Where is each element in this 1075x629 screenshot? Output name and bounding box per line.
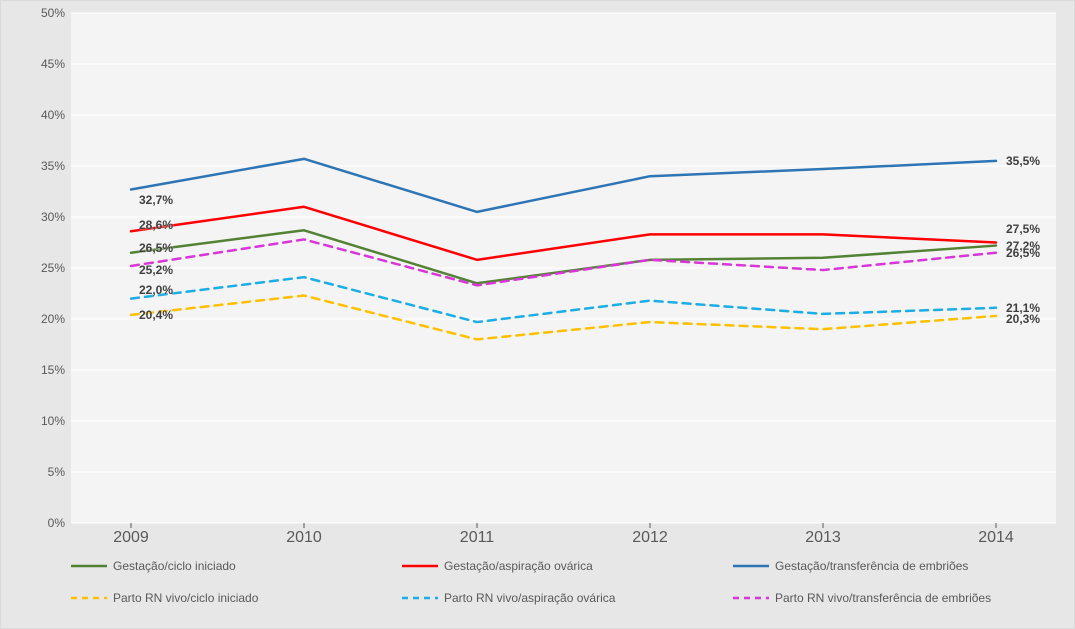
plot-area: 0%5%10%15%20%25%30%35%40%45%50% 20092010…: [71, 13, 1056, 523]
legend-swatch: [402, 560, 438, 572]
data-label-left-parto_asp: 22,0%: [139, 283, 173, 297]
series-line-gest_transf: [131, 159, 996, 212]
x-tick-label: 2011: [460, 529, 494, 547]
series-line-gest_ciclo: [131, 230, 996, 283]
y-tick-label: 45%: [41, 57, 65, 71]
x-tick-label: 2013: [805, 529, 841, 547]
chart-legend: Gestação/ciclo iniciado Gestação/aspiraçã…: [71, 559, 1054, 605]
legend-label: Parto RN vivo/transferência de embriões: [775, 591, 991, 605]
x-tick-label: 2014: [978, 529, 1014, 547]
chart-svg: [71, 13, 1056, 523]
legend-label: Gestação/aspiração ovárica: [444, 559, 593, 573]
y-tick-label: 10%: [41, 414, 65, 428]
legend-swatch: [733, 592, 769, 604]
y-tick-label: 0%: [48, 516, 65, 530]
y-tick-label: 40%: [41, 108, 65, 122]
data-label-right-parto_asp: 21,1%: [1006, 301, 1040, 315]
data-label-right-gest_transf: 35,5%: [1006, 154, 1040, 168]
data-label-left-parto_transf: 25,2%: [139, 263, 173, 277]
legend-swatch: [71, 592, 107, 604]
x-tick-label: 2010: [286, 529, 322, 547]
legend-item-gest_asp: Gestação/aspiração ovárica: [402, 559, 723, 573]
data-label-left-gest_asp: 28,6%: [139, 218, 173, 232]
legend-swatch: [71, 560, 107, 572]
y-tick-label: 35%: [41, 159, 65, 173]
data-label-right-gest_asp: 27,5%: [1006, 222, 1040, 236]
y-tick-label: 15%: [41, 363, 65, 377]
data-label-left-gest_ciclo: 26,5%: [139, 241, 173, 255]
legend-item-parto_asp: Parto RN vivo/aspiração ovárica: [402, 591, 723, 605]
series-line-parto_ciclo: [131, 296, 996, 340]
y-tick-label: 50%: [41, 6, 65, 20]
legend-swatch: [402, 592, 438, 604]
series-line-gest_asp: [131, 207, 996, 260]
y-tick-label: 25%: [41, 261, 65, 275]
x-tick-label: 2009: [113, 529, 149, 547]
y-tick-label: 30%: [41, 210, 65, 224]
data-label-left-parto_ciclo: 20,4%: [139, 308, 173, 322]
legend-item-parto_transf: Parto RN vivo/transferência de embriões: [733, 591, 1054, 605]
legend-swatch: [733, 560, 769, 572]
data-label-right-parto_transf: 26,5%: [1006, 246, 1040, 260]
legend-label: Parto RN vivo/ciclo iniciado: [113, 591, 258, 605]
legend-label: Gestação/transferência de embriões: [775, 559, 968, 573]
y-tick-label: 5%: [48, 465, 65, 479]
data-label-left-gest_transf: 32,7%: [139, 193, 173, 207]
legend-item-gest_ciclo: Gestação/ciclo iniciado: [71, 559, 392, 573]
legend-item-gest_transf: Gestação/transferência de embriões: [733, 559, 1054, 573]
line-chart: 0% 5% 10% 15% 20% 25% 30% 35% 40% 45% 50% 2009 2010…: [0, 0, 1075, 629]
legend-label: Parto RN vivo/aspiração ovárica: [444, 591, 615, 605]
legend-item-parto_ciclo: Parto RN vivo/ciclo iniciado: [71, 591, 392, 605]
legend-label: Gestação/ciclo iniciado: [113, 559, 236, 573]
y-tick-label: 20%: [41, 312, 65, 326]
x-tick-label: 2012: [632, 529, 668, 547]
